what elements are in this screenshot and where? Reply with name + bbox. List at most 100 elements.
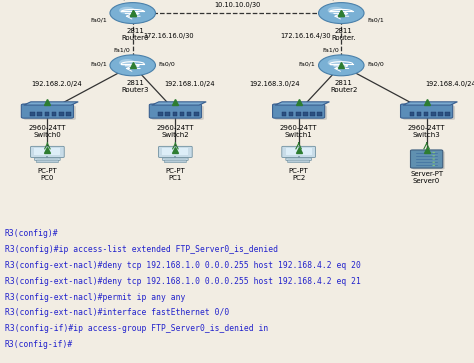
Text: R3(config-ext-nacl)#permit ip any any: R3(config-ext-nacl)#permit ip any any	[5, 293, 185, 302]
Text: R3(config)#: R3(config)#	[5, 229, 58, 238]
Text: Fa0/1: Fa0/1	[367, 17, 384, 23]
FancyBboxPatch shape	[30, 146, 64, 158]
Text: 192.168.3.0/24: 192.168.3.0/24	[250, 81, 300, 87]
FancyBboxPatch shape	[310, 113, 315, 115]
Text: 2960-24TT
Switch3: 2960-24TT Switch3	[408, 125, 446, 138]
FancyBboxPatch shape	[158, 146, 192, 158]
Text: 192.168.1.0/24: 192.168.1.0/24	[164, 81, 215, 87]
Text: 192.168.2.0/24: 192.168.2.0/24	[31, 81, 82, 87]
Text: Fa1/0: Fa1/0	[114, 48, 130, 53]
Text: 172.16.16.0/30: 172.16.16.0/30	[143, 33, 193, 39]
Text: 2811
Router.: 2811 Router.	[331, 28, 356, 41]
FancyBboxPatch shape	[66, 113, 71, 115]
FancyBboxPatch shape	[424, 113, 428, 115]
Text: 2960-24TT
Switch1: 2960-24TT Switch1	[280, 125, 318, 138]
FancyBboxPatch shape	[403, 106, 455, 120]
FancyBboxPatch shape	[282, 113, 286, 115]
FancyBboxPatch shape	[187, 113, 191, 115]
Text: R3(config)#ip access-list extended FTP_Server0_is_denied: R3(config)#ip access-list extended FTP_S…	[5, 245, 278, 254]
FancyBboxPatch shape	[152, 106, 204, 120]
Text: R3(config-if)#ip access-group FTP_Server0_is_denied in: R3(config-if)#ip access-group FTP_Server…	[5, 324, 268, 333]
FancyBboxPatch shape	[431, 113, 436, 115]
Circle shape	[110, 55, 155, 76]
Text: PC-PT
PC2: PC-PT PC2	[289, 168, 309, 181]
Circle shape	[319, 55, 364, 76]
Circle shape	[328, 7, 344, 14]
FancyBboxPatch shape	[163, 158, 188, 160]
FancyBboxPatch shape	[286, 158, 311, 160]
FancyBboxPatch shape	[52, 113, 56, 115]
Text: 172.16.16.4/30: 172.16.16.4/30	[281, 33, 331, 39]
FancyBboxPatch shape	[162, 148, 189, 155]
Ellipse shape	[110, 64, 155, 70]
Text: 10.10.10.0/30: 10.10.10.0/30	[214, 3, 260, 8]
Text: Fa0/0: Fa0/0	[159, 62, 175, 67]
Polygon shape	[24, 102, 78, 105]
FancyBboxPatch shape	[158, 113, 163, 115]
Text: PC-PT
PC1: PC-PT PC1	[165, 168, 185, 181]
Text: R3(config-if)#: R3(config-if)#	[5, 340, 73, 349]
FancyBboxPatch shape	[173, 113, 177, 115]
FancyBboxPatch shape	[273, 104, 325, 118]
FancyBboxPatch shape	[24, 106, 76, 120]
Circle shape	[119, 7, 135, 14]
Text: R3(config-ext-nacl)#deny tcp 192.168.1.0 0.0.0.255 host 192.168.4.2 eq 20: R3(config-ext-nacl)#deny tcp 192.168.1.0…	[5, 261, 361, 270]
FancyBboxPatch shape	[30, 113, 35, 115]
Polygon shape	[403, 102, 457, 105]
Circle shape	[119, 59, 135, 66]
Text: 192.168.4.0/24: 192.168.4.0/24	[425, 81, 474, 87]
FancyBboxPatch shape	[165, 113, 170, 115]
Text: 2960-24TT
Switch2: 2960-24TT Switch2	[156, 125, 194, 138]
FancyBboxPatch shape	[296, 113, 301, 115]
FancyBboxPatch shape	[21, 104, 73, 118]
FancyBboxPatch shape	[289, 113, 293, 115]
Polygon shape	[152, 102, 206, 105]
Circle shape	[432, 158, 435, 160]
Ellipse shape	[319, 64, 364, 70]
FancyBboxPatch shape	[149, 104, 201, 118]
Circle shape	[319, 3, 364, 24]
Circle shape	[432, 155, 435, 156]
Text: Server-PT
Server0: Server-PT Server0	[410, 171, 443, 184]
Circle shape	[110, 3, 155, 24]
FancyBboxPatch shape	[36, 160, 58, 163]
FancyBboxPatch shape	[164, 160, 186, 163]
FancyBboxPatch shape	[34, 148, 61, 155]
Ellipse shape	[319, 12, 364, 17]
Circle shape	[328, 59, 344, 66]
Text: 2960-24TT
Switch0: 2960-24TT Switch0	[28, 125, 66, 138]
Text: Fa0/0: Fa0/0	[367, 62, 384, 67]
FancyBboxPatch shape	[288, 160, 310, 163]
FancyBboxPatch shape	[275, 106, 327, 120]
Circle shape	[432, 165, 435, 166]
FancyBboxPatch shape	[317, 113, 322, 115]
Text: Fa0/1: Fa0/1	[90, 62, 107, 67]
Text: 2811
Router3: 2811 Router3	[121, 80, 149, 93]
FancyBboxPatch shape	[282, 146, 316, 158]
FancyBboxPatch shape	[303, 113, 308, 115]
Polygon shape	[275, 102, 329, 105]
FancyBboxPatch shape	[417, 113, 421, 115]
FancyBboxPatch shape	[37, 113, 42, 115]
FancyBboxPatch shape	[438, 113, 443, 115]
Circle shape	[432, 162, 435, 163]
FancyBboxPatch shape	[59, 113, 64, 115]
Text: R3(config-ext-nacl)#interface fastEthernet 0/0: R3(config-ext-nacl)#interface fastEthern…	[5, 308, 229, 317]
FancyBboxPatch shape	[194, 113, 199, 115]
FancyBboxPatch shape	[412, 151, 445, 169]
FancyBboxPatch shape	[401, 104, 453, 118]
Text: Fa0/1: Fa0/1	[90, 17, 107, 23]
Ellipse shape	[110, 12, 155, 17]
Text: R3(config-ext-nacl)#deny tcp 192.168.1.0 0.0.0.255 host 192.168.4.2 eq 21: R3(config-ext-nacl)#deny tcp 192.168.1.0…	[5, 277, 361, 286]
FancyBboxPatch shape	[410, 113, 414, 115]
Text: PC-PT
PC0: PC-PT PC0	[37, 168, 57, 181]
Text: Fa1/0: Fa1/0	[322, 48, 339, 53]
FancyBboxPatch shape	[445, 113, 450, 115]
FancyBboxPatch shape	[45, 113, 49, 115]
FancyBboxPatch shape	[410, 150, 443, 168]
Text: 2811
Router2: 2811 Router2	[330, 80, 357, 93]
FancyBboxPatch shape	[35, 158, 60, 160]
Text: 2811
Router0: 2811 Router0	[121, 28, 149, 41]
Text: Fa0/1: Fa0/1	[299, 62, 315, 67]
FancyBboxPatch shape	[180, 113, 184, 115]
